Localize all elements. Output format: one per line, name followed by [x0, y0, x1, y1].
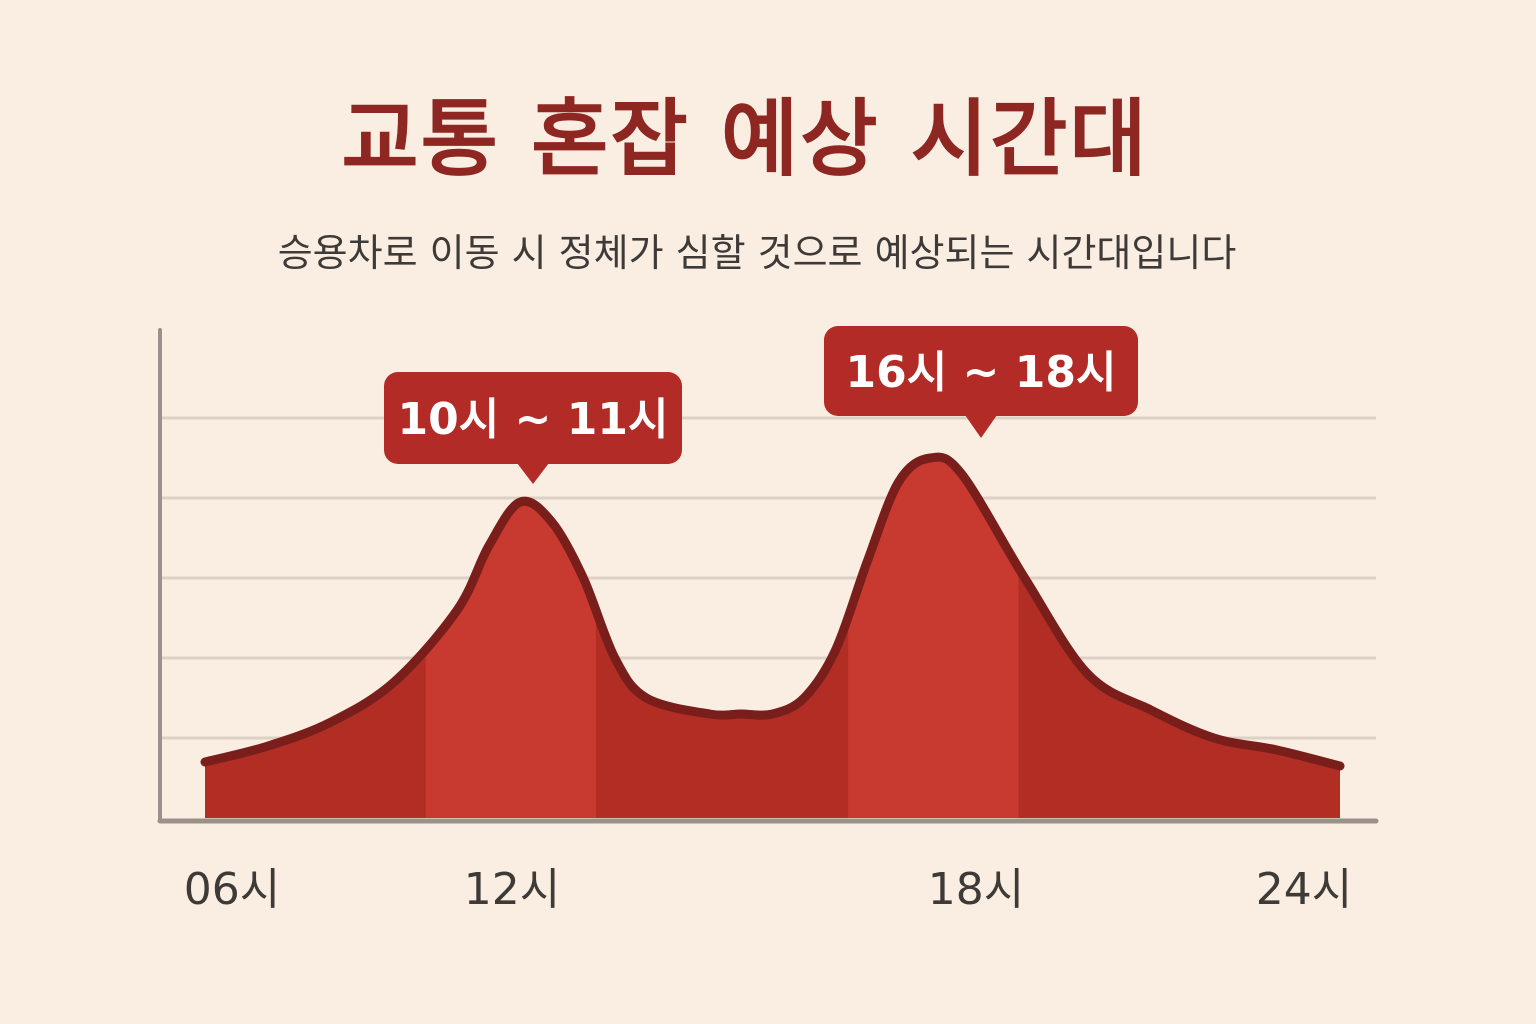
x-tick-label: 18시	[928, 864, 1024, 915]
callouts: 10시 ~ 11시 16시 ~ 18시	[384, 326, 1138, 484]
congestion-line	[200, 452, 1345, 771]
callout-label: 16시 ~ 18시	[846, 347, 1117, 398]
peak-callout: 16시 ~ 18시	[824, 326, 1138, 438]
callout-box	[824, 326, 1138, 416]
chart-title: 교통 혼잡 예상 시간대	[341, 90, 1149, 188]
axes	[157, 328, 1379, 824]
callout-pointer	[517, 463, 549, 484]
x-tick-label: 12시	[464, 864, 560, 915]
callout-label: 10시 ~ 11시	[398, 394, 669, 445]
callout-box	[384, 372, 682, 464]
area-layer	[200, 452, 1345, 818]
x-tick-label: 06시	[184, 864, 280, 915]
grid-lines	[160, 416, 1376, 740]
congestion-area	[205, 457, 1340, 818]
chart-subtitle: 승용차로 이동 시 정체가 심할 것으로 예상되는 시간대입니다	[277, 231, 1237, 275]
x-tick-label: 24시	[1256, 864, 1352, 915]
callout-pointer	[965, 415, 997, 438]
x-tick-labels: 06시 12시 18시 24시	[184, 864, 1352, 915]
peak-callout: 10시 ~ 11시	[384, 372, 682, 484]
